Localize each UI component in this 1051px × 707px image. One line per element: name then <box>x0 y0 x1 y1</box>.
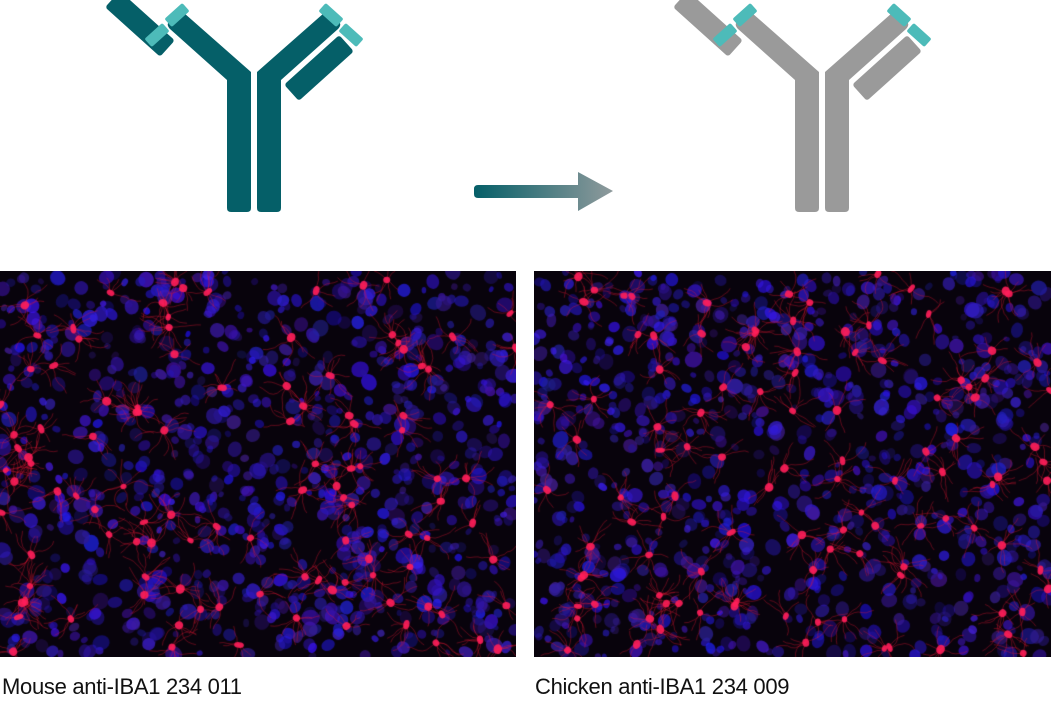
micrograph-chicken-anti-iba1 <box>534 271 1051 657</box>
antibody-icon-chicken <box>673 0 932 213</box>
caption-left: Mouse anti-IBA1 234 011 <box>2 674 242 699</box>
arrow-right-icon <box>474 172 613 211</box>
caption-right: Chicken anti-IBA1 234 009 <box>535 674 790 699</box>
schematic <box>105 0 932 213</box>
antibody-icon-mouse <box>105 0 364 213</box>
micrograph-mouse-anti-iba1 <box>0 271 516 657</box>
